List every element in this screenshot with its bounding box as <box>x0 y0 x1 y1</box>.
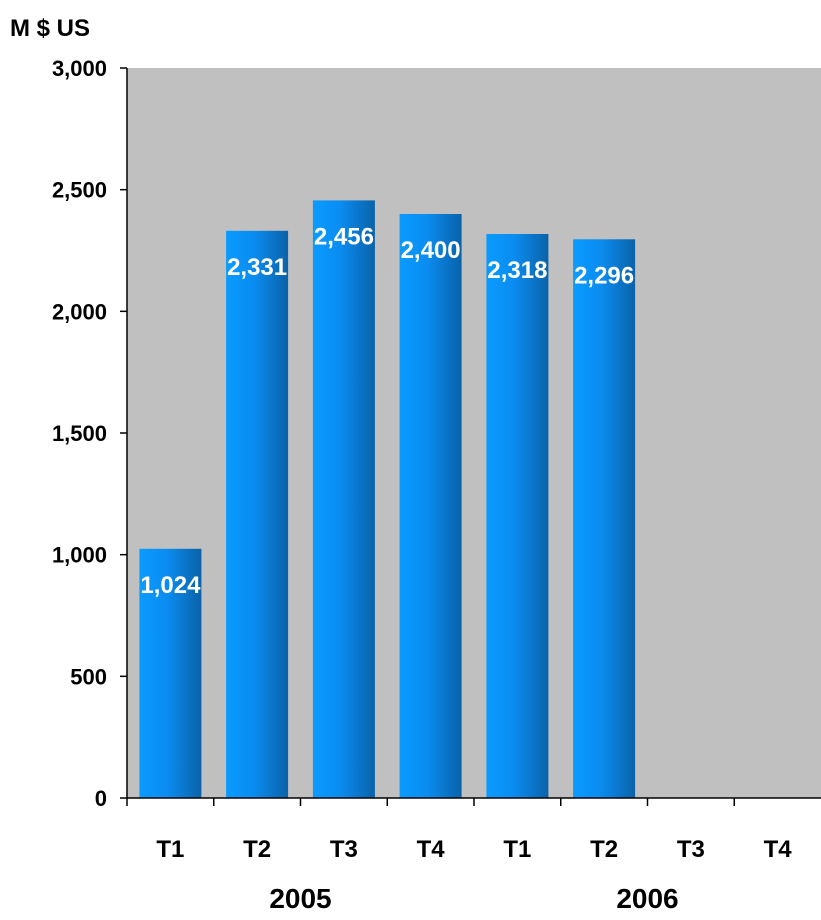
bar-value-label-3: 2,456 <box>314 223 374 250</box>
bar-value-label-6: 2,296 <box>574 262 634 289</box>
y-tick-label-2: 1,000 <box>52 543 107 568</box>
bar-value-label-4: 2,400 <box>401 237 461 264</box>
y-axis-title: M $ US <box>10 15 90 42</box>
x-tick-label-6: T2 <box>590 836 618 863</box>
bar-value-label-5: 2,318 <box>487 257 547 284</box>
x-tick-label-2: T2 <box>243 836 271 863</box>
axis-layer: 0 500 1,000 1,500 2,000 2,500 3,000 T1 T2 T3 T4 T1 T… <box>52 56 821 914</box>
bar-value-label-2: 2,331 <box>227 254 287 281</box>
bar-4 <box>399 214 462 798</box>
y-tick-label-4: 2,000 <box>52 299 107 324</box>
bar-value-label-1: 1,024 <box>140 572 201 599</box>
bar-2 <box>226 230 289 799</box>
x-tick-label-3: T3 <box>330 836 358 863</box>
y-tick-label-1: 500 <box>70 664 107 689</box>
x-tick-label-4: T4 <box>417 836 446 863</box>
y-tick-label-3: 1,500 <box>52 421 107 446</box>
y-tick-label-0: 0 <box>95 786 107 811</box>
bar-layer <box>139 200 636 799</box>
x-tick-label-1: T1 <box>156 836 184 863</box>
bar-6 <box>573 239 636 799</box>
y-tick-label-6: 3,000 <box>52 56 107 81</box>
x-group-label-2: 2006 <box>616 883 678 914</box>
x-group-label-1: 2005 <box>269 883 331 914</box>
x-tick-label-5: T1 <box>503 836 531 863</box>
bar-1 <box>139 548 202 798</box>
x-tick-label-8: T4 <box>764 836 793 863</box>
bar-3 <box>312 200 375 798</box>
bar-5 <box>486 234 549 798</box>
x-tick-label-7: T3 <box>677 836 705 863</box>
data-label-layer: 1,024 2,331 2,456 2,400 2,318 2,296 <box>140 223 634 598</box>
y-tick-label-5: 2,500 <box>52 178 107 203</box>
